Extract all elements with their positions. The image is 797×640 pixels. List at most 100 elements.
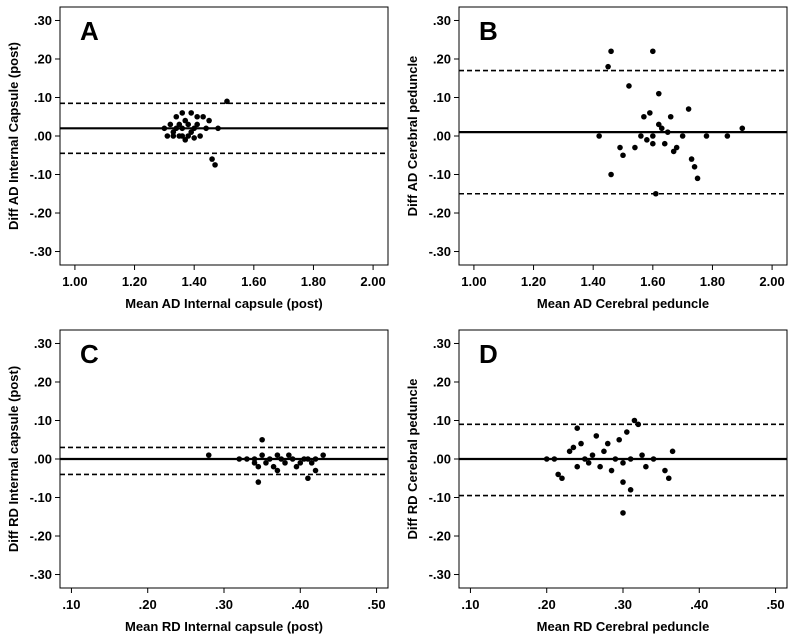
y-tick-label: -.30 bbox=[30, 244, 52, 259]
data-point bbox=[673, 144, 680, 151]
data-point bbox=[626, 83, 632, 89]
data-point bbox=[161, 125, 168, 132]
data-point bbox=[638, 133, 644, 139]
data-point bbox=[297, 460, 304, 466]
data-point bbox=[251, 460, 258, 466]
data-point bbox=[703, 133, 710, 139]
data-point bbox=[266, 456, 273, 462]
data-point bbox=[255, 463, 262, 470]
x-tick-label: .10 bbox=[461, 597, 479, 612]
y-tick-label: .20 bbox=[34, 374, 52, 389]
y-axis-title: Diff AD Cerebral peduncle bbox=[405, 56, 420, 217]
y-tick-label: -.10 bbox=[30, 167, 52, 182]
y-tick-label: .20 bbox=[433, 51, 451, 66]
y-tick-label: .30 bbox=[433, 13, 451, 28]
x-tick-label: .10 bbox=[62, 597, 80, 612]
x-tick-label: .40 bbox=[291, 597, 309, 612]
data-point bbox=[612, 456, 619, 462]
data-point bbox=[635, 421, 642, 428]
data-point bbox=[679, 133, 686, 139]
data-point bbox=[667, 113, 674, 120]
data-point bbox=[200, 113, 206, 120]
data-point bbox=[320, 452, 326, 458]
data-point bbox=[236, 456, 243, 462]
data-point bbox=[559, 475, 565, 482]
data-point bbox=[205, 452, 212, 458]
y-tick-label: -.20 bbox=[30, 206, 52, 221]
data-point bbox=[191, 125, 197, 132]
data-point bbox=[286, 452, 292, 458]
y-axis-title: Diff RD Cerebral peduncle bbox=[405, 378, 420, 539]
data-point bbox=[582, 456, 588, 462]
data-point bbox=[259, 452, 265, 458]
x-axis-title: Mean RD Cerebral peduncle bbox=[537, 619, 710, 634]
data-point bbox=[670, 148, 677, 155]
panel-a: .30 .20 .10 .00 -.10 -.20 -.30 1.00 1.20 1.40 1.60… bbox=[6, 6, 389, 311]
x-axis-title: Mean RD Internal capsule (post) bbox=[125, 619, 323, 634]
panel-letter: A bbox=[80, 16, 99, 46]
data-point bbox=[644, 137, 650, 143]
data-point bbox=[173, 125, 180, 132]
x-tick-label: .50 bbox=[767, 597, 785, 612]
data-point bbox=[589, 452, 596, 458]
x-tick-label: .30 bbox=[614, 597, 632, 612]
y-tick-label: .20 bbox=[34, 51, 52, 66]
data-point bbox=[194, 113, 200, 120]
data-point bbox=[620, 460, 626, 466]
y-axis-title: Diff RD Internal capsule (post) bbox=[6, 366, 21, 552]
y-tick-label: -.10 bbox=[429, 167, 451, 182]
x-tick-label: .20 bbox=[139, 597, 157, 612]
x-tick-label: .20 bbox=[538, 597, 556, 612]
data-point bbox=[574, 425, 581, 431]
y-tick-label: .20 bbox=[433, 374, 451, 389]
data-point bbox=[620, 152, 626, 159]
x-tick-label: 1.00 bbox=[461, 274, 486, 289]
data-point bbox=[191, 135, 197, 141]
data-point bbox=[185, 121, 192, 128]
data-point bbox=[170, 133, 177, 139]
data-point bbox=[632, 144, 638, 151]
plot-frame bbox=[59, 6, 389, 266]
plot-frame bbox=[458, 6, 788, 266]
y-tick-label: .10 bbox=[433, 413, 451, 428]
panel-letter: B bbox=[479, 16, 498, 46]
x-tick-label: 1.60 bbox=[640, 274, 665, 289]
x-tick-label: 1.80 bbox=[301, 274, 326, 289]
data-point bbox=[631, 417, 638, 424]
data-point bbox=[685, 106, 692, 112]
y-axis-title: Diff AD Internal Capsule (post) bbox=[6, 42, 21, 230]
data-point bbox=[182, 137, 189, 143]
data-point bbox=[620, 479, 626, 485]
data-point bbox=[639, 452, 645, 458]
panel-letter: C bbox=[80, 339, 99, 369]
x-tick-label: 1.60 bbox=[241, 274, 266, 289]
data-point bbox=[650, 456, 657, 462]
y-tick-label: .00 bbox=[433, 129, 451, 144]
data-point bbox=[215, 125, 221, 132]
data-point bbox=[724, 133, 731, 139]
data-point bbox=[662, 467, 668, 474]
data-point bbox=[739, 125, 746, 132]
data-point bbox=[293, 463, 300, 470]
data-point bbox=[647, 110, 653, 116]
y-tick-label: .00 bbox=[433, 452, 451, 467]
y-tick-label: .10 bbox=[34, 413, 52, 428]
data-point bbox=[608, 171, 614, 178]
data-point bbox=[605, 63, 611, 70]
data-point bbox=[179, 110, 186, 116]
data-point bbox=[179, 133, 186, 139]
data-point bbox=[665, 475, 672, 482]
data-point bbox=[543, 456, 550, 462]
data-point bbox=[274, 452, 281, 458]
data-point bbox=[289, 456, 296, 462]
data-point bbox=[620, 510, 626, 516]
panel-d: .30 .20 .10 .00 -.10 -.20 -.30 .10 .20 .30 .40 .50 D… bbox=[405, 329, 788, 634]
data-point bbox=[650, 140, 656, 147]
data-point bbox=[655, 90, 662, 97]
data-point bbox=[596, 133, 602, 139]
data-point bbox=[694, 175, 701, 182]
x-tick-label: 1.20 bbox=[122, 274, 147, 289]
x-tick-label: 2.00 bbox=[759, 274, 784, 289]
y-tick-label: .00 bbox=[34, 129, 52, 144]
data-point bbox=[185, 133, 192, 139]
